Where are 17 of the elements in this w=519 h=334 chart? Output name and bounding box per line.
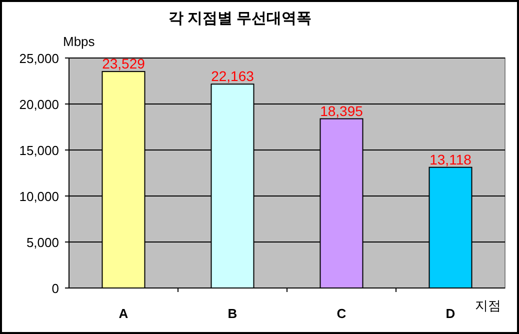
- y-tick-label: 0: [52, 281, 59, 296]
- y-axis-title: Mbps: [63, 34, 96, 49]
- y-tick-label: 15,000: [19, 143, 59, 158]
- data-label: 18,395: [320, 102, 364, 119]
- chart-title: 각 지점별 무선대역폭: [168, 10, 312, 27]
- data-label: 23,529: [102, 56, 146, 72]
- y-tick-label: 25,000: [19, 51, 59, 66]
- y-tick-label: 10,000: [19, 189, 59, 204]
- x-tick-label: D: [446, 306, 456, 321]
- data-label: 13,118: [430, 151, 472, 168]
- x-tick-label: C: [336, 306, 347, 321]
- x-tick-label: A: [118, 306, 129, 321]
- y-tick-label: 20,000: [19, 97, 59, 112]
- x-tick-label: B: [228, 306, 238, 321]
- x-axis-title: 지점: [475, 298, 501, 313]
- data-label: 22,163: [211, 68, 254, 84]
- y-tick-label: 5,000: [26, 235, 59, 250]
